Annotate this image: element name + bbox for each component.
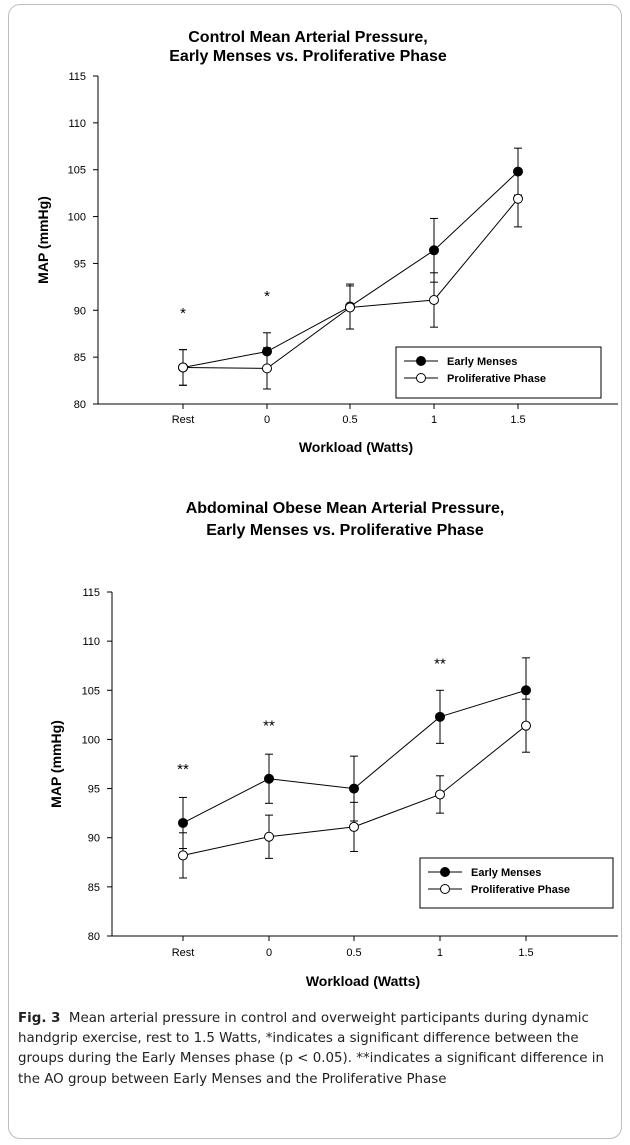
y-tick-label: 80 — [74, 399, 86, 411]
chart-control-map: Control Mean Arterial Pressure, Early Men… — [35, 29, 618, 455]
y-tick-label: 110 — [68, 118, 86, 130]
x-tick-label: Rest — [172, 947, 195, 959]
data-point — [521, 685, 531, 696]
data-point — [429, 245, 439, 256]
data-point — [348, 821, 359, 832]
data-point — [264, 773, 275, 784]
chart-title-line: Early Menses vs. Proliferative Phase — [169, 48, 447, 65]
x-axis-label: Workload (Watts) — [306, 973, 420, 989]
significance-marker: ** — [263, 718, 275, 735]
x-tick-label: Rest — [172, 414, 195, 426]
legend-label: Early Menses — [447, 356, 517, 368]
x-tick-label: 1.5 — [510, 414, 525, 426]
legend-box — [395, 346, 602, 399]
x-tick-label: 1 — [437, 947, 443, 959]
significance-marker: * — [264, 288, 270, 305]
significance-marker: ** — [434, 656, 446, 673]
x-tick-label: 0 — [266, 947, 272, 959]
chart-title-line: Control Mean Arterial Pressure, — [188, 29, 427, 46]
y-tick-label: 90 — [88, 833, 100, 845]
x-tick-label: 0.5 — [342, 414, 357, 426]
data-point — [262, 363, 272, 374]
y-tick-label: 95 — [74, 258, 86, 270]
y-tick-label: 115 — [82, 587, 100, 599]
y-tick-label: 115 — [68, 71, 86, 83]
y-tick-label: 95 — [88, 784, 100, 796]
caption-text: Mean arterial pressure in control and ov… — [18, 1011, 604, 1087]
data-point — [434, 711, 445, 722]
y-tick-label: 80 — [88, 931, 100, 943]
y-axis-label: MAP (mmHg) — [35, 196, 51, 284]
x-tick-label: 1 — [431, 414, 437, 426]
legend-label: Proliferative Phase — [447, 373, 546, 385]
data-point — [178, 817, 188, 828]
data-point — [521, 720, 531, 731]
y-tick-label: 85 — [74, 352, 86, 364]
y-tick-label: 105 — [82, 685, 100, 697]
y-tick-label: 100 — [68, 212, 86, 224]
data-point — [513, 193, 523, 204]
significance-marker: * — [180, 305, 186, 322]
x-tick-label: 0 — [264, 414, 270, 426]
data-point — [429, 294, 439, 305]
chart-ao-map: Abdominal Obese Mean Arterial Pressure, E… — [48, 500, 618, 989]
chart-title-line: Early Menses vs. Proliferative Phase — [206, 522, 484, 539]
x-tick-label: 0.5 — [346, 947, 361, 959]
y-tick-label: 90 — [74, 305, 86, 317]
legend-marker — [440, 867, 450, 877]
figure-frame — [8, 4, 622, 1139]
y-tick-label: 85 — [88, 882, 100, 894]
legend-marker — [416, 373, 426, 383]
y-tick-label: 100 — [82, 734, 100, 746]
figure-label: Fig. 3 — [18, 1011, 61, 1026]
y-tick-label: 105 — [68, 165, 86, 177]
legend-marker — [440, 884, 450, 894]
significance-marker: ** — [177, 761, 189, 778]
x-axis-label: Workload (Watts) — [299, 439, 413, 455]
chart-title-line: Abdominal Obese Mean Arterial Pressure, — [186, 500, 505, 517]
legend-box — [419, 857, 614, 909]
data-point — [434, 789, 445, 800]
data-point — [264, 831, 275, 842]
legend-marker — [416, 356, 426, 366]
y-tick-label: 110 — [82, 636, 100, 648]
x-tick-label: 1.5 — [518, 947, 533, 959]
legend-label: Early Menses — [471, 867, 541, 879]
data-point — [178, 850, 188, 861]
data-point — [348, 783, 359, 794]
series-line — [182, 171, 519, 368]
figure-caption: Fig. 3 Mean arterial pressure in control… — [18, 1009, 614, 1090]
data-point — [345, 302, 355, 313]
y-axis-label: MAP (mmHg) — [48, 720, 64, 808]
legend-label: Proliferative Phase — [471, 884, 570, 896]
data-point — [178, 362, 188, 373]
